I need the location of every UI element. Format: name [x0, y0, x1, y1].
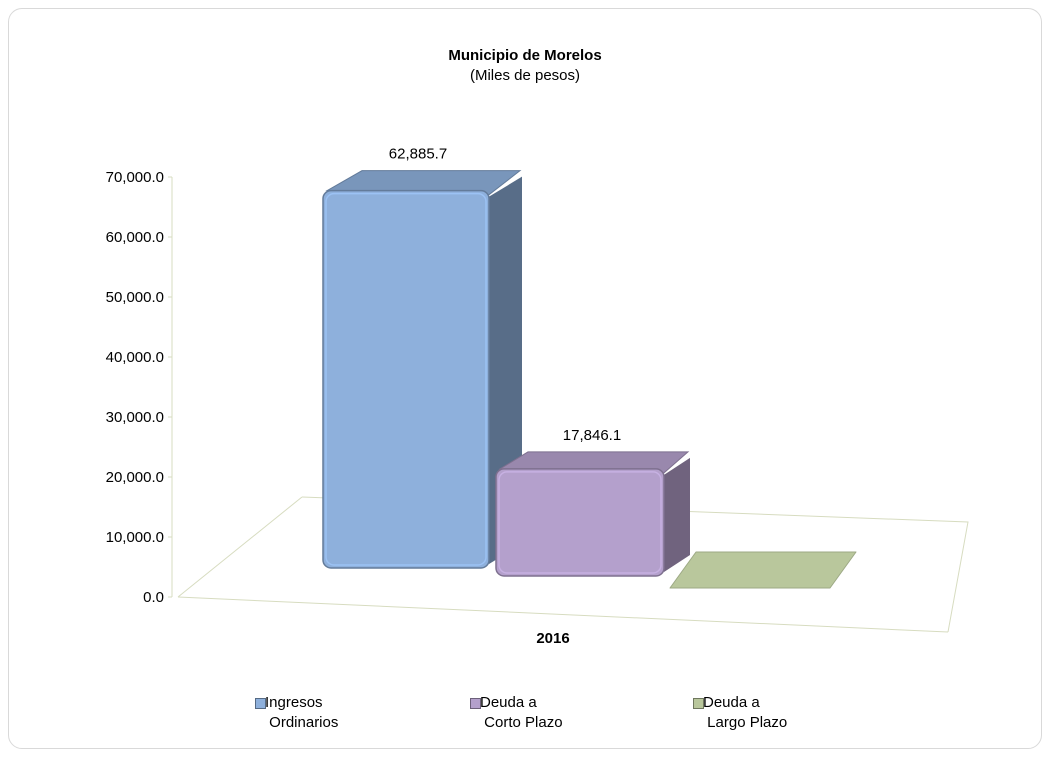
- y-tick-label: 50,000.0: [106, 289, 164, 306]
- y-tick-label: 0.0: [143, 589, 164, 606]
- bar-2: [495, 468, 665, 577]
- y-tick-label: 10,000.0: [106, 529, 164, 546]
- bar-3: [669, 551, 857, 589]
- chart-frame: [8, 8, 1042, 749]
- chart-subtitle: (Miles de pesos): [469, 67, 581, 84]
- legend-label: Ingresos Ordinarios: [265, 694, 339, 731]
- legend-swatch: [255, 698, 266, 709]
- chart-title: Municipio de Morelos: [448, 47, 602, 64]
- bar-side-2: [664, 457, 690, 572]
- legend-label: Deuda a Corto Plazo: [480, 694, 563, 731]
- bar-highlight-2: [498, 471, 662, 574]
- y-tick-label: 70,000.0: [106, 169, 164, 186]
- legend-label: Deuda a Largo Plazo: [703, 694, 788, 731]
- data-label-1: 62,885.7: [389, 146, 447, 163]
- bar-1: [322, 189, 490, 569]
- floor-left-edge: [177, 496, 303, 598]
- bar-highlight-1: [325, 192, 487, 566]
- floor-front-edge: [177, 596, 949, 633]
- x-category-label: 2016: [536, 630, 569, 647]
- legend-swatch: [470, 698, 481, 709]
- data-label-2: 17,846.1: [563, 427, 621, 444]
- y-tick-label: 40,000.0: [106, 349, 164, 366]
- legend-swatch: [693, 698, 704, 709]
- y-tick-label: 20,000.0: [106, 469, 164, 486]
- y-tick-label: 60,000.0: [106, 229, 164, 246]
- y-tick-label: 30,000.0: [106, 409, 164, 426]
